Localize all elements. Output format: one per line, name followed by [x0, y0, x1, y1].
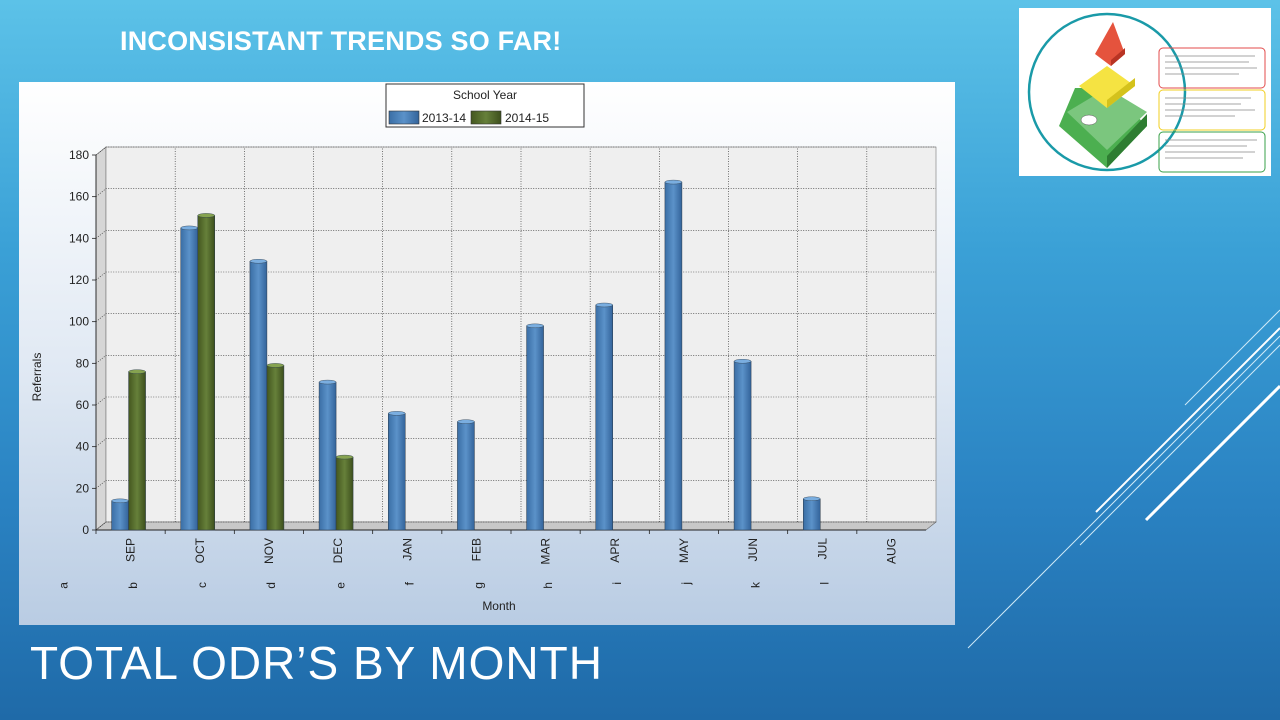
- bar-2013-14-NOV: [249, 261, 268, 531]
- bar-top-2013-14-DEC: [318, 379, 337, 385]
- grid-line-y: [95, 313, 936, 322]
- grid-line-y: [95, 146, 936, 156]
- x-tick-letter-e: e: [333, 582, 347, 589]
- y-axis-label: Referrals: [30, 353, 44, 402]
- legend-label-2013-14: 2013-14: [422, 111, 466, 125]
- bar-2013-14-MAY: [664, 181, 683, 531]
- x-tick-letter-i: i: [610, 582, 624, 585]
- plot-side-wall: [95, 146, 107, 531]
- bar-top-2014-15-SEP: [128, 369, 146, 374]
- bar-top-2013-14-MAR: [526, 323, 544, 329]
- x-tick-label-MAY: MAY: [677, 538, 691, 563]
- bar-top-2014-15-NOV: [266, 363, 285, 368]
- y-tick-label: 40: [76, 440, 90, 454]
- x-tick-label-FEB: FEB: [469, 538, 483, 561]
- bar-2013-14-JUN: [733, 361, 752, 531]
- y-tick-label: 60: [76, 398, 90, 412]
- legend: School Year 2013-14 2014-15: [385, 83, 585, 128]
- x-tick-letter-k: k: [748, 581, 762, 588]
- bar-top-2013-14-JAN: [388, 411, 406, 416]
- x-tick-letter-c: c: [195, 582, 209, 588]
- pyramid-graphic: [1019, 8, 1271, 176]
- bar-top-2013-14-NOV: [249, 259, 268, 264]
- bar-top-2013-14-MAY: [664, 179, 683, 185]
- x-tick-label-JAN: JAN: [400, 538, 414, 561]
- odr-chart: School Year 2013-14 2014-15 0 20 40 60 80 100…: [19, 82, 955, 625]
- x-tick-letter-j: j: [679, 582, 693, 586]
- y-tick-label: 140: [69, 231, 89, 245]
- x-tick-letter-d: d: [264, 582, 278, 589]
- y-tick-label: 20: [76, 481, 90, 495]
- bar-top-2013-14-APR: [595, 302, 613, 308]
- bar-2013-14-MAR: [526, 325, 544, 531]
- bar-chart-svg: School Year 2013-14 2014-15 0 20 40 60 80 100…: [19, 82, 955, 625]
- x-tick-letter-h: h: [541, 582, 555, 589]
- grid-line-y: [95, 521, 936, 531]
- x-tick-label-APR: APR: [608, 538, 622, 563]
- y-tick-label: 180: [69, 148, 89, 162]
- x-tick-label-NOV: NOV: [262, 538, 276, 564]
- x-tick-label-JUL: JUL: [815, 538, 829, 560]
- x-tick-letter-l: l: [817, 582, 831, 585]
- legend-swatch-2014-15: [470, 110, 502, 125]
- bar-2013-14-FEB: [457, 421, 475, 531]
- slide-subtitle: INCONSISTANT TRENDS SO FAR!: [120, 26, 562, 56]
- y-tick-label: 80: [76, 356, 90, 370]
- y-tick-label: 100: [69, 315, 89, 329]
- x-tick-letter-b: b: [126, 582, 140, 589]
- grid-line-y: [95, 355, 936, 364]
- bar-top-2013-14-FEB: [457, 419, 475, 424]
- grid-line-y: [95, 188, 936, 197]
- bar-2013-14-APR: [595, 304, 613, 531]
- bar-2014-15-NOV: [266, 365, 285, 531]
- x-tick-label-SEP: SEP: [124, 538, 138, 562]
- y-tick-label: 160: [69, 190, 89, 204]
- bar-2013-14-OCT: [180, 227, 198, 531]
- bar-top-2013-14-JUN: [733, 359, 752, 364]
- legend-title: School Year: [453, 88, 517, 102]
- x-tick-label-OCT: OCT: [193, 537, 207, 563]
- bar-2013-14-SEP: [111, 500, 129, 531]
- legend-label-2014-15: 2014-15: [505, 111, 549, 125]
- slide-title: TOTAL ODR’S BY MONTH: [30, 637, 603, 689]
- grid-line-y: [95, 230, 936, 239]
- bar-2014-15-DEC: [335, 456, 354, 531]
- x-tick-letter-a: a: [57, 582, 71, 589]
- pyramid-icon: [1027, 12, 1266, 173]
- bar-2013-14-JUL: [803, 498, 821, 531]
- plot-area: 0 20 40 60 80 100 120 140 160 180 SEP a OCT b NOV c DEC d…: [57, 146, 937, 589]
- x-axis-label: Month: [482, 599, 515, 613]
- y-tick-label: 0: [82, 523, 89, 537]
- bar-top-2014-15-OCT: [197, 213, 215, 218]
- y-tick-label: 120: [69, 273, 89, 287]
- grid-line-y: [95, 396, 936, 406]
- bar-2013-14-JAN: [388, 413, 406, 531]
- x-tick-letter-g: g: [472, 582, 486, 589]
- x-tick-label-DEC: DEC: [331, 538, 345, 564]
- grid-line-y: [95, 271, 936, 281]
- x-tick-letter-f: f: [402, 581, 416, 585]
- grid-line-y: [95, 480, 936, 489]
- bar-2014-15-OCT: [197, 215, 215, 531]
- bar-2014-15-SEP: [128, 371, 146, 531]
- x-tick-label-JUN: JUN: [746, 538, 760, 561]
- bar-top-2013-14-OCT: [180, 225, 198, 231]
- x-tick-label-MAR: MAR: [539, 538, 553, 565]
- bar-2013-14-DEC: [318, 381, 337, 531]
- bar-top-2014-15-DEC: [335, 454, 354, 460]
- x-tick-label-AUG: AUG: [884, 538, 898, 564]
- grid-line-y: [95, 438, 936, 447]
- legend-swatch-2013-14: [388, 110, 420, 125]
- bar-top-2013-14-JUL: [803, 496, 821, 501]
- bar-top-2013-14-SEP: [111, 498, 129, 504]
